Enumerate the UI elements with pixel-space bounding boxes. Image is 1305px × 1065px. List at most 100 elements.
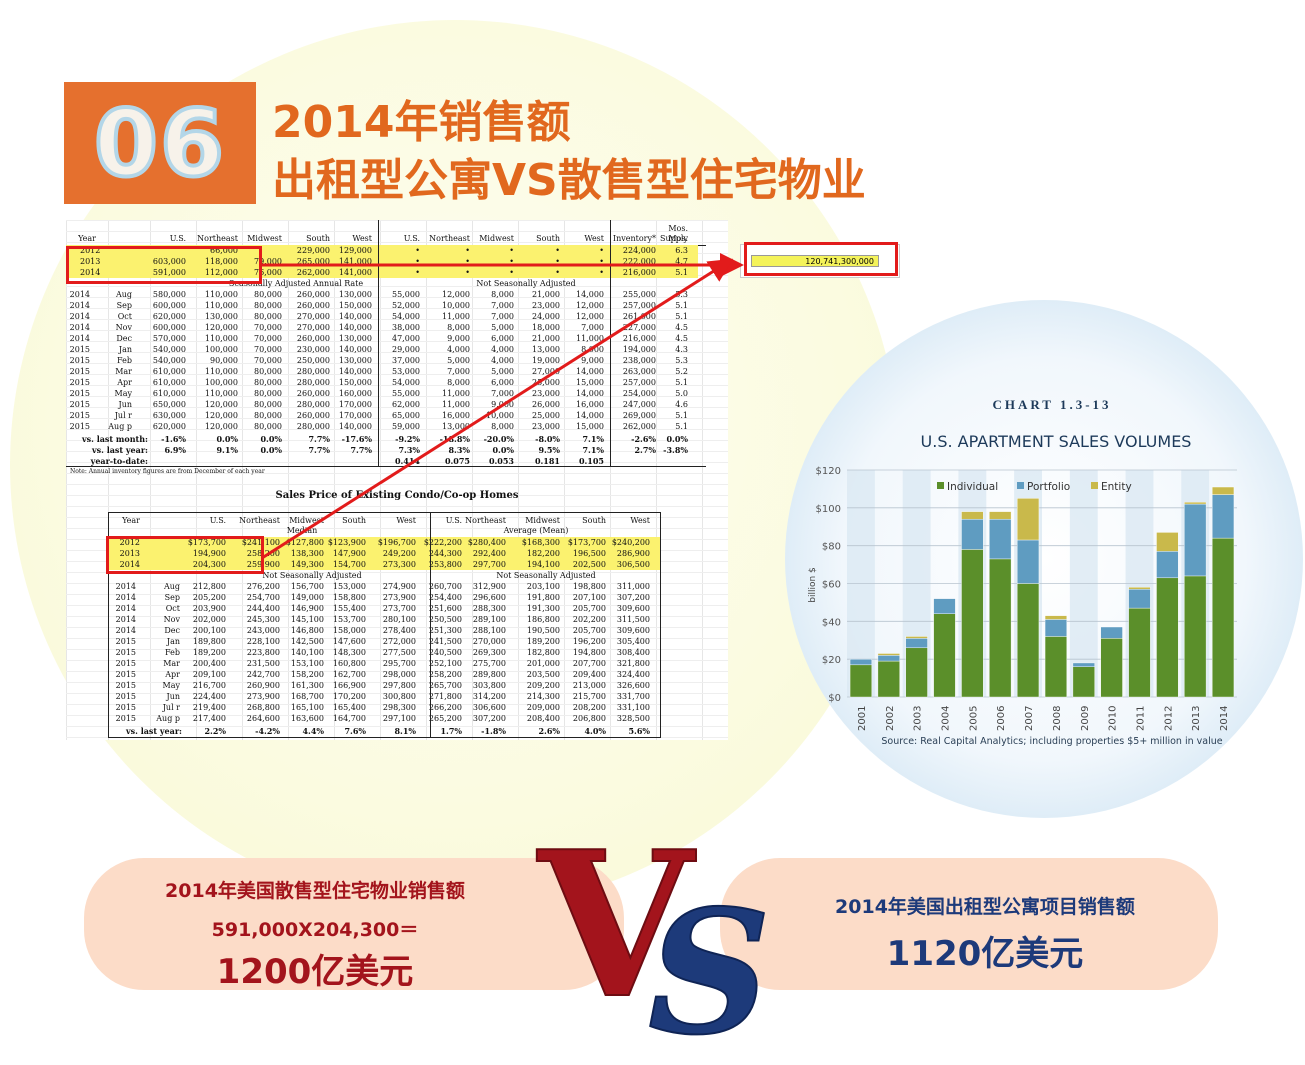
chart-bar-portfolio: [933, 598, 956, 614]
sheet2-month-cell: 331,700: [616, 692, 650, 701]
sheet1-annual-cell: 2012: [80, 246, 101, 255]
sheet2-month-cell: 155,400: [332, 604, 366, 613]
sheet1-month-cell: 280,000: [296, 400, 330, 409]
sheet1-month-cell: 2014: [69, 301, 90, 310]
sheet1-month-cell: 16,000: [576, 400, 604, 409]
sheet1-month-cell: 5.1: [675, 411, 688, 420]
chart-x-tick-label: 2005: [968, 706, 979, 731]
sheet1-month-cell: 570,000: [152, 334, 186, 343]
sheet2-month-cell: 288,100: [472, 626, 506, 635]
chart-bar-individual: [905, 647, 928, 698]
highlight-box-price: [106, 536, 264, 574]
sheet2-month-cell: 165,100: [290, 703, 324, 712]
sheet1-month-cell: 59,000: [392, 422, 420, 431]
sheet2-annual-cell: 138,300: [290, 549, 324, 558]
sheet2-month-cell: 243,000: [246, 626, 280, 635]
sheet2-month-cell: 289,100: [472, 615, 506, 624]
chart-bar-individual: [1156, 577, 1179, 698]
sheet1-month-cell: 254,000: [622, 389, 656, 398]
sheet1-month-cell: 29,000: [392, 345, 420, 354]
spreadsheet-image: Year U.S. Northeast Midwest South West U.S. Nor…: [66, 220, 728, 740]
chart-x-tick-label: 2009: [1080, 706, 1091, 731]
sheet2-annual-cell: 154,700: [332, 560, 366, 569]
sheet1-month-cell: 8,000: [491, 422, 514, 431]
sheet1-annual-cell: •: [415, 246, 420, 255]
sheet1-month-cell: 7,000: [491, 312, 514, 321]
sheet2-annual-cell: 244,300: [428, 549, 462, 558]
sheet2-month-cell: 209,100: [192, 670, 226, 679]
sheet2-month-cell: 205,700: [572, 604, 606, 613]
sheet1-annual-cell: 141,000: [338, 268, 372, 277]
left-summary-formula: 591,000X204,300＝: [211, 919, 419, 941]
chart-bar-portfolio: [1212, 494, 1235, 539]
sheet2-month-cell: 289,800: [472, 670, 506, 679]
sheet1-month-cell: 70,000: [254, 345, 282, 354]
sheet1-month-cell: 260,000: [296, 389, 330, 398]
sheet1-annual-cell: •: [415, 268, 420, 277]
sheet2-month-cell: 331,100: [616, 703, 650, 712]
sheet2-month-cell: 186,800: [526, 615, 560, 624]
sheet1-month-cell: 25,000: [532, 411, 560, 420]
sheet-gridline: [66, 660, 728, 661]
sheet2-annual-cell: 194,900: [192, 549, 226, 558]
sheet1-month-cell: 11,000: [442, 389, 470, 398]
chart-x-tick-label: 2006: [996, 706, 1007, 731]
sheet2-month-cell: May: [162, 681, 180, 690]
sheet1-month-cell: 80,000: [254, 301, 282, 310]
sheet2-month-cell: 202,000: [192, 615, 226, 624]
chart-bar-entity: [1156, 532, 1179, 552]
sheet1-annual-highlight: [66, 245, 698, 278]
chart-legend-swatch: [1017, 482, 1024, 489]
sheet1-month-cell: 2015: [69, 367, 90, 376]
sheet1-annual-cell: 76,000: [254, 268, 282, 277]
chart-bar-entity: [1184, 501, 1207, 505]
right-summary-amount: 1120亿美元: [886, 934, 1084, 974]
sheet2-month-cell: 250,500: [428, 615, 462, 624]
sheet2-annual-cell: 253,800: [428, 560, 462, 569]
sheet2-month-cell: 217,400: [192, 714, 226, 723]
sheet1-month-cell: 12,000: [442, 290, 470, 299]
sheet2-month-cell: 2015: [115, 703, 136, 712]
sheet-gridline: [66, 374, 728, 375]
sheet2-header-3: Midwest: [289, 516, 324, 525]
sheet2-summary-cell: 2.2%: [204, 726, 226, 736]
sheet2-month-cell: 146,800: [290, 626, 324, 635]
sheet2-summary-cell: 4.0%: [584, 726, 606, 736]
sheet2-month-cell: Oct: [165, 604, 180, 613]
chart-bar-portfolio: [1184, 503, 1207, 577]
sheet1-annual-cell: •: [555, 246, 560, 255]
sheet-gridline: [66, 319, 728, 320]
sheet-gridline: [66, 231, 728, 232]
chart-bar-individual: [877, 660, 900, 698]
sheet2-month-cell: 203,500: [526, 670, 560, 679]
sheet2-month-cell: 305,400: [616, 637, 650, 646]
sheet2-annual-cell: 297,700: [472, 560, 506, 569]
sheet2-month-cell: 314,200: [472, 692, 506, 701]
sheet-gridline: [66, 715, 728, 716]
sheet2-annual-cell: $123,900: [327, 538, 366, 547]
sheet2-month-cell: 2015: [115, 670, 136, 679]
sheet1-annual-cell: •: [555, 257, 560, 266]
sheet1-month-cell: 11,000: [442, 400, 470, 409]
sheet2-month-cell: 146,900: [290, 604, 324, 613]
chart-x-tick-label: 2012: [1163, 706, 1174, 731]
sheet1-summary-cell: 7.7%: [308, 434, 330, 444]
sheet-gridline: [66, 649, 728, 650]
sheet1-month-cell: 170,000: [338, 400, 372, 409]
sheet1-annual-cell: 229,000: [296, 246, 330, 255]
sheet1-summary-cell: -20.0%: [483, 434, 514, 444]
sheet2-month-cell: 160,800: [332, 659, 366, 668]
chart-subtitle: U.S. APARTMENT SALES VOLUMES: [921, 432, 1192, 451]
sheet1-month-cell: 260,000: [296, 411, 330, 420]
sheet2-month-cell: 2015: [115, 714, 136, 723]
sheet1-annual-cell: 118,000: [204, 257, 238, 266]
sheet-gridline: [66, 583, 728, 584]
sheet2-month-cell: 2014: [115, 615, 136, 624]
sheet1-month-cell: 12,000: [576, 301, 604, 310]
sheet-gridline: [66, 627, 728, 628]
sheet-gridline: [150, 220, 151, 740]
sheet2-month-cell: 311,500: [616, 615, 650, 624]
sheet1-month-cell: 130,000: [338, 334, 372, 343]
sheet1-month-cell: 270,000: [296, 312, 330, 321]
